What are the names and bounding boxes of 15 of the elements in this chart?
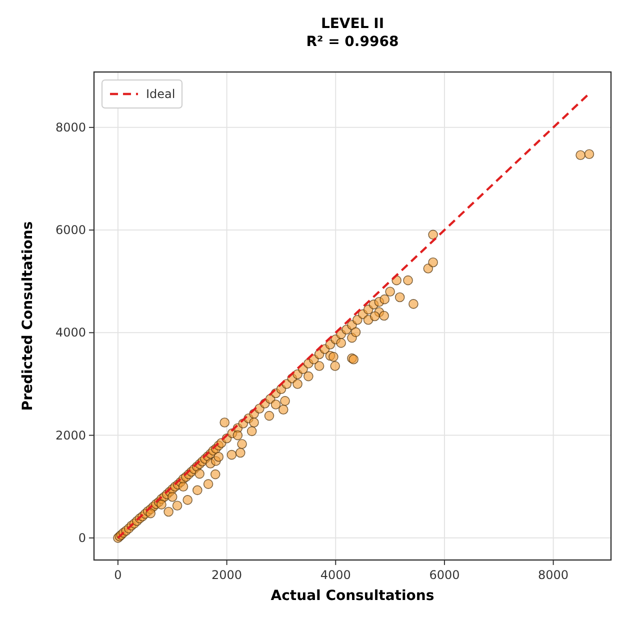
- x-tick-label: 8000: [538, 568, 569, 582]
- x-axis-title: Actual Consultations: [270, 588, 434, 604]
- x-tick-label: 0: [114, 568, 122, 582]
- y-tick-label: 2000: [55, 428, 86, 442]
- x-tick-label: 6000: [429, 568, 460, 582]
- legend-label: Ideal: [146, 87, 176, 101]
- chart-subtitle: R² = 0.9968: [306, 34, 399, 50]
- y-axis-title: Predicted Consultations: [20, 221, 36, 411]
- x-tick-label: 2000: [212, 568, 242, 582]
- y-tick-label: 0: [78, 530, 86, 545]
- y-tick-label: 4000: [55, 326, 86, 340]
- x-tick-label: 4000: [320, 568, 351, 582]
- chart-title: LEVEL II: [320, 16, 384, 32]
- y-tick-label: 8000: [55, 120, 86, 134]
- y-tick-label: 6000: [55, 223, 86, 238]
